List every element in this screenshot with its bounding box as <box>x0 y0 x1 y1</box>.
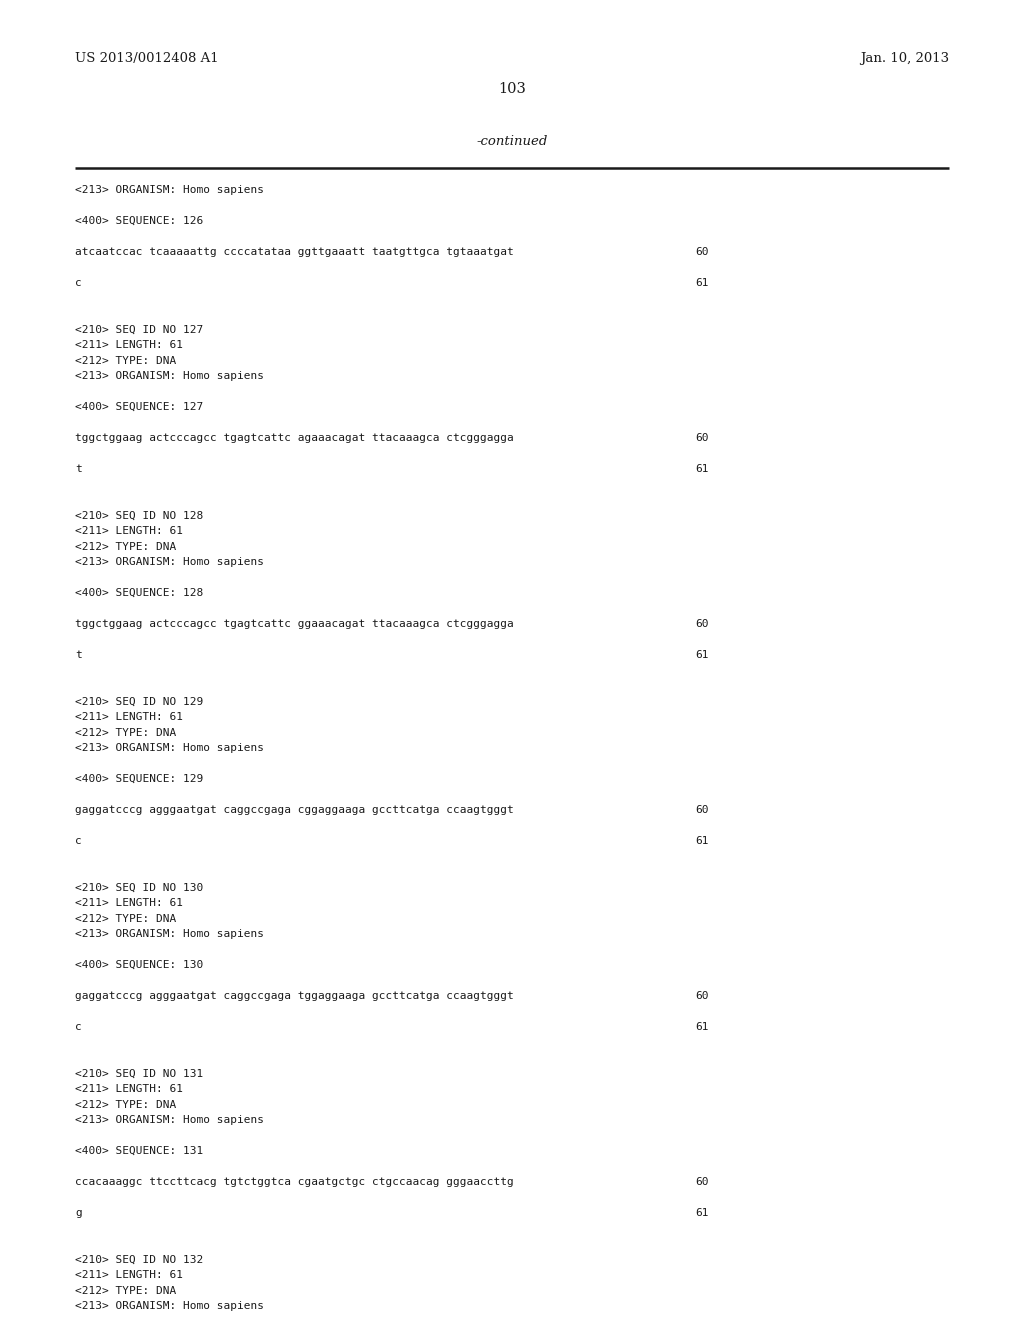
Text: 60: 60 <box>695 619 709 630</box>
Text: <400> SEQUENCE: 126: <400> SEQUENCE: 126 <box>75 216 203 226</box>
Text: <212> TYPE: DNA: <212> TYPE: DNA <box>75 727 176 738</box>
Text: <400> SEQUENCE: 130: <400> SEQUENCE: 130 <box>75 960 203 970</box>
Text: c: c <box>75 836 82 846</box>
Text: <210> SEQ ID NO 131: <210> SEQ ID NO 131 <box>75 1068 203 1078</box>
Text: <213> ORGANISM: Homo sapiens: <213> ORGANISM: Homo sapiens <box>75 371 264 381</box>
Text: <212> TYPE: DNA: <212> TYPE: DNA <box>75 355 176 366</box>
Text: 60: 60 <box>695 247 709 257</box>
Text: c: c <box>75 1022 82 1032</box>
Text: gaggatcccg agggaatgat caggccgaga cggaggaaga gccttcatga ccaagtgggt: gaggatcccg agggaatgat caggccgaga cggagga… <box>75 805 514 814</box>
Text: <210> SEQ ID NO 129: <210> SEQ ID NO 129 <box>75 697 203 706</box>
Text: 103: 103 <box>498 82 526 96</box>
Text: 60: 60 <box>695 991 709 1001</box>
Text: <210> SEQ ID NO 127: <210> SEQ ID NO 127 <box>75 325 203 334</box>
Text: <212> TYPE: DNA: <212> TYPE: DNA <box>75 541 176 552</box>
Text: 60: 60 <box>695 433 709 444</box>
Text: <213> ORGANISM: Homo sapiens: <213> ORGANISM: Homo sapiens <box>75 1302 264 1311</box>
Text: atcaatccac tcaaaaattg ccccatataa ggttgaaatt taatgttgca tgtaaatgat: atcaatccac tcaaaaattg ccccatataa ggttgaa… <box>75 247 514 257</box>
Text: 61: 61 <box>695 279 709 288</box>
Text: <212> TYPE: DNA: <212> TYPE: DNA <box>75 1286 176 1295</box>
Text: tggctggaag actcccagcc tgagtcattc agaaacagat ttacaaagca ctcgggagga: tggctggaag actcccagcc tgagtcattc agaaaca… <box>75 433 514 444</box>
Text: t: t <box>75 649 82 660</box>
Text: gaggatcccg agggaatgat caggccgaga tggaggaaga gccttcatga ccaagtgggt: gaggatcccg agggaatgat caggccgaga tggagga… <box>75 991 514 1001</box>
Text: <210> SEQ ID NO 132: <210> SEQ ID NO 132 <box>75 1254 203 1265</box>
Text: g: g <box>75 1208 82 1218</box>
Text: <212> TYPE: DNA: <212> TYPE: DNA <box>75 1100 176 1110</box>
Text: c: c <box>75 279 82 288</box>
Text: <211> LENGTH: 61: <211> LENGTH: 61 <box>75 1084 183 1094</box>
Text: <400> SEQUENCE: 127: <400> SEQUENCE: 127 <box>75 403 203 412</box>
Text: 61: 61 <box>695 1022 709 1032</box>
Text: tggctggaag actcccagcc tgagtcattc ggaaacagat ttacaaagca ctcgggagga: tggctggaag actcccagcc tgagtcattc ggaaaca… <box>75 619 514 630</box>
Text: <212> TYPE: DNA: <212> TYPE: DNA <box>75 913 176 924</box>
Text: <213> ORGANISM: Homo sapiens: <213> ORGANISM: Homo sapiens <box>75 185 264 195</box>
Text: <211> LENGTH: 61: <211> LENGTH: 61 <box>75 341 183 350</box>
Text: 61: 61 <box>695 649 709 660</box>
Text: 61: 61 <box>695 836 709 846</box>
Text: <211> LENGTH: 61: <211> LENGTH: 61 <box>75 898 183 908</box>
Text: US 2013/0012408 A1: US 2013/0012408 A1 <box>75 51 219 65</box>
Text: Jan. 10, 2013: Jan. 10, 2013 <box>860 51 949 65</box>
Text: <400> SEQUENCE: 129: <400> SEQUENCE: 129 <box>75 774 203 784</box>
Text: 61: 61 <box>695 1208 709 1218</box>
Text: <213> ORGANISM: Homo sapiens: <213> ORGANISM: Homo sapiens <box>75 1115 264 1125</box>
Text: <211> LENGTH: 61: <211> LENGTH: 61 <box>75 711 183 722</box>
Text: <211> LENGTH: 61: <211> LENGTH: 61 <box>75 525 183 536</box>
Text: <400> SEQUENCE: 128: <400> SEQUENCE: 128 <box>75 587 203 598</box>
Text: <213> ORGANISM: Homo sapiens: <213> ORGANISM: Homo sapiens <box>75 743 264 752</box>
Text: ccacaaaggc ttccttcacg tgtctggtca cgaatgctgc ctgccaacag gggaaccttg: ccacaaaggc ttccttcacg tgtctggtca cgaatgc… <box>75 1177 514 1187</box>
Text: 60: 60 <box>695 805 709 814</box>
Text: <211> LENGTH: 61: <211> LENGTH: 61 <box>75 1270 183 1280</box>
Text: <213> ORGANISM: Homo sapiens: <213> ORGANISM: Homo sapiens <box>75 929 264 939</box>
Text: 61: 61 <box>695 465 709 474</box>
Text: -continued: -continued <box>476 135 548 148</box>
Text: 60: 60 <box>695 1177 709 1187</box>
Text: <210> SEQ ID NO 128: <210> SEQ ID NO 128 <box>75 511 203 520</box>
Text: <210> SEQ ID NO 130: <210> SEQ ID NO 130 <box>75 883 203 892</box>
Text: t: t <box>75 465 82 474</box>
Text: <213> ORGANISM: Homo sapiens: <213> ORGANISM: Homo sapiens <box>75 557 264 568</box>
Text: <400> SEQUENCE: 131: <400> SEQUENCE: 131 <box>75 1146 203 1156</box>
